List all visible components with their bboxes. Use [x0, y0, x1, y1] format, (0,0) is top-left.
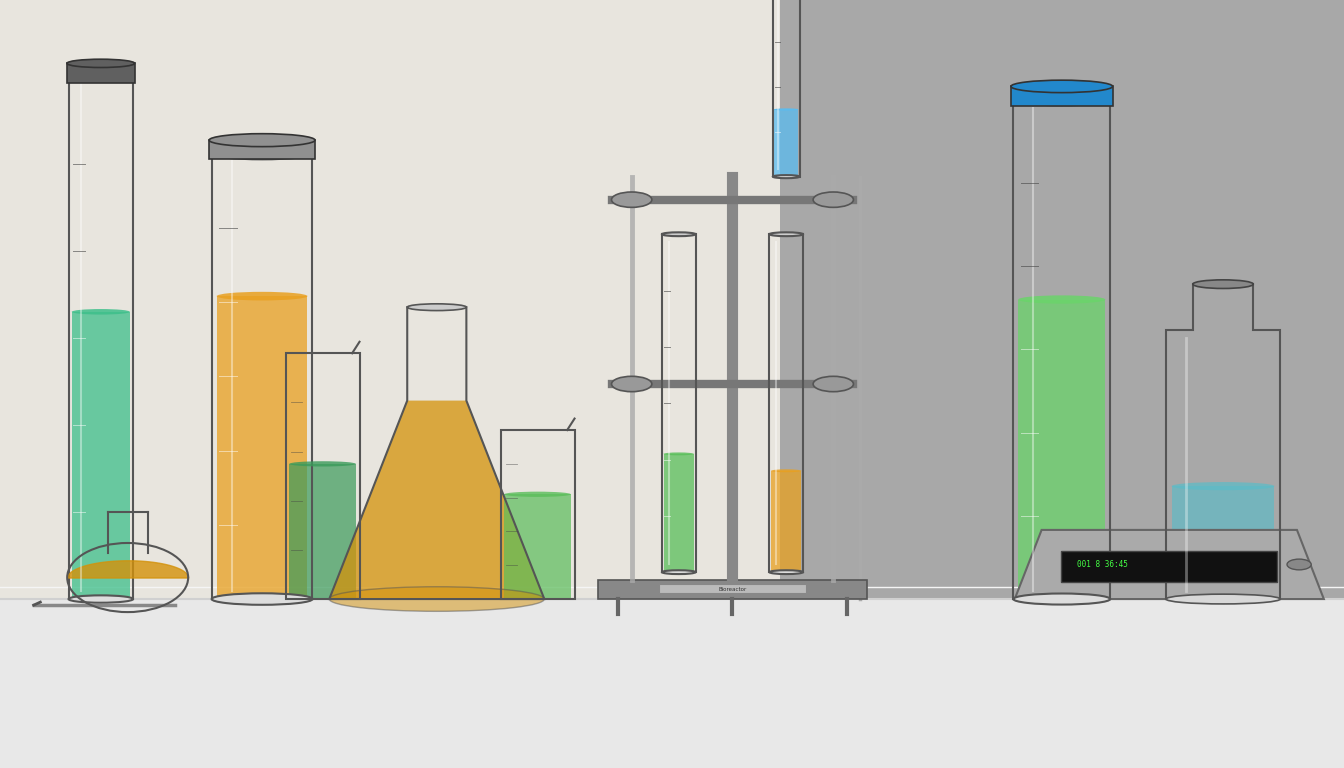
Ellipse shape	[289, 462, 356, 466]
Bar	[500, 430, 574, 599]
Bar	[664, 454, 694, 572]
Polygon shape	[0, 599, 1344, 768]
Bar	[67, 63, 134, 82]
Bar	[1011, 86, 1113, 105]
Ellipse shape	[773, 175, 800, 178]
Bar	[71, 312, 130, 599]
Bar	[504, 495, 571, 599]
Ellipse shape	[1013, 594, 1110, 604]
Ellipse shape	[771, 469, 801, 472]
Bar	[773, 0, 800, 177]
Bar	[285, 353, 359, 599]
Bar	[212, 154, 312, 599]
Text: Bioreactor: Bioreactor	[718, 587, 747, 591]
Bar	[1062, 551, 1277, 582]
Bar	[1019, 300, 1105, 599]
Ellipse shape	[774, 108, 798, 111]
Bar	[598, 580, 867, 599]
Polygon shape	[1015, 530, 1324, 599]
Polygon shape	[329, 401, 544, 599]
Bar	[289, 464, 356, 599]
Ellipse shape	[1019, 296, 1105, 303]
Ellipse shape	[1193, 280, 1253, 289]
Ellipse shape	[1172, 482, 1274, 490]
Ellipse shape	[216, 292, 308, 300]
Ellipse shape	[813, 192, 853, 207]
Ellipse shape	[329, 587, 544, 611]
Polygon shape	[780, 0, 1344, 768]
Ellipse shape	[210, 134, 314, 147]
Ellipse shape	[664, 452, 694, 455]
Ellipse shape	[612, 192, 652, 207]
Bar	[661, 234, 695, 572]
Bar	[659, 584, 806, 593]
Ellipse shape	[770, 233, 804, 237]
Text: 001 8 36:45: 001 8 36:45	[1077, 560, 1128, 569]
Ellipse shape	[69, 595, 133, 603]
Ellipse shape	[67, 59, 134, 68]
Bar	[774, 109, 798, 177]
Ellipse shape	[407, 304, 466, 310]
Ellipse shape	[504, 492, 571, 497]
Ellipse shape	[1013, 94, 1110, 105]
Ellipse shape	[211, 148, 312, 160]
Ellipse shape	[770, 570, 804, 574]
Ellipse shape	[69, 73, 133, 81]
Bar	[210, 140, 314, 160]
Ellipse shape	[1288, 559, 1312, 570]
Ellipse shape	[663, 570, 696, 574]
Bar	[770, 234, 804, 572]
Bar	[216, 296, 308, 599]
Ellipse shape	[211, 593, 312, 605]
Bar	[69, 77, 133, 599]
Bar	[1172, 486, 1274, 599]
Ellipse shape	[813, 376, 853, 392]
Ellipse shape	[71, 309, 130, 315]
Polygon shape	[0, 0, 780, 768]
Ellipse shape	[1167, 594, 1279, 604]
Bar	[771, 471, 801, 572]
Ellipse shape	[1011, 80, 1113, 93]
Ellipse shape	[612, 376, 652, 392]
Bar	[1013, 100, 1110, 599]
Ellipse shape	[663, 233, 696, 237]
